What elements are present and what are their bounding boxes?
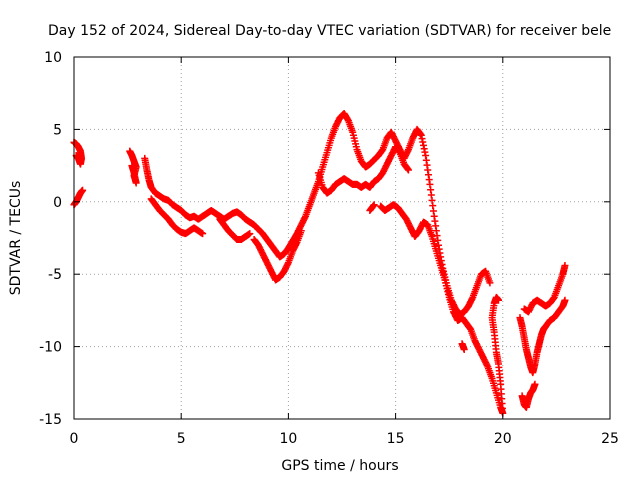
data-point	[370, 201, 378, 209]
y-axis-title: SDTVAR / TECUs	[8, 181, 24, 296]
x-tick-label: 10	[279, 431, 297, 447]
y-tick-label: -5	[48, 267, 62, 283]
y-tick-label: -10	[39, 340, 62, 356]
data-point	[199, 230, 207, 238]
data-point	[561, 262, 569, 270]
tick-labels: 0 5 10 15 20 25 -15 -10 -5 0 5 10	[39, 50, 619, 447]
plot-frame	[73, 56, 611, 420]
y-tick-label: -15	[39, 412, 62, 428]
data-point	[246, 230, 254, 238]
data-points	[70, 109, 569, 417]
x-tick-label: 5	[177, 431, 186, 447]
data-point	[460, 345, 468, 353]
data-point	[495, 296, 503, 304]
grid	[74, 57, 610, 419]
y-tick-label: 5	[53, 122, 62, 138]
data-point	[79, 186, 87, 194]
data-point	[531, 380, 539, 388]
data-point	[128, 162, 136, 170]
x-tick-label: 15	[387, 431, 405, 447]
data-point	[486, 279, 494, 287]
x-tick-label: 0	[70, 431, 79, 447]
axis-ticks	[73, 56, 611, 420]
data-point	[561, 296, 569, 304]
x-tick-label: 20	[494, 431, 512, 447]
chart-title: Day 152 of 2024, Sidereal Day-to-day VTE…	[48, 23, 611, 39]
x-tick-label: 25	[601, 431, 619, 447]
x-axis-title: GPS time / hours	[281, 458, 398, 474]
data-point	[297, 227, 305, 235]
y-tick-label: 0	[53, 195, 62, 211]
y-tick-label: 10	[44, 50, 62, 66]
data-point	[404, 166, 412, 174]
